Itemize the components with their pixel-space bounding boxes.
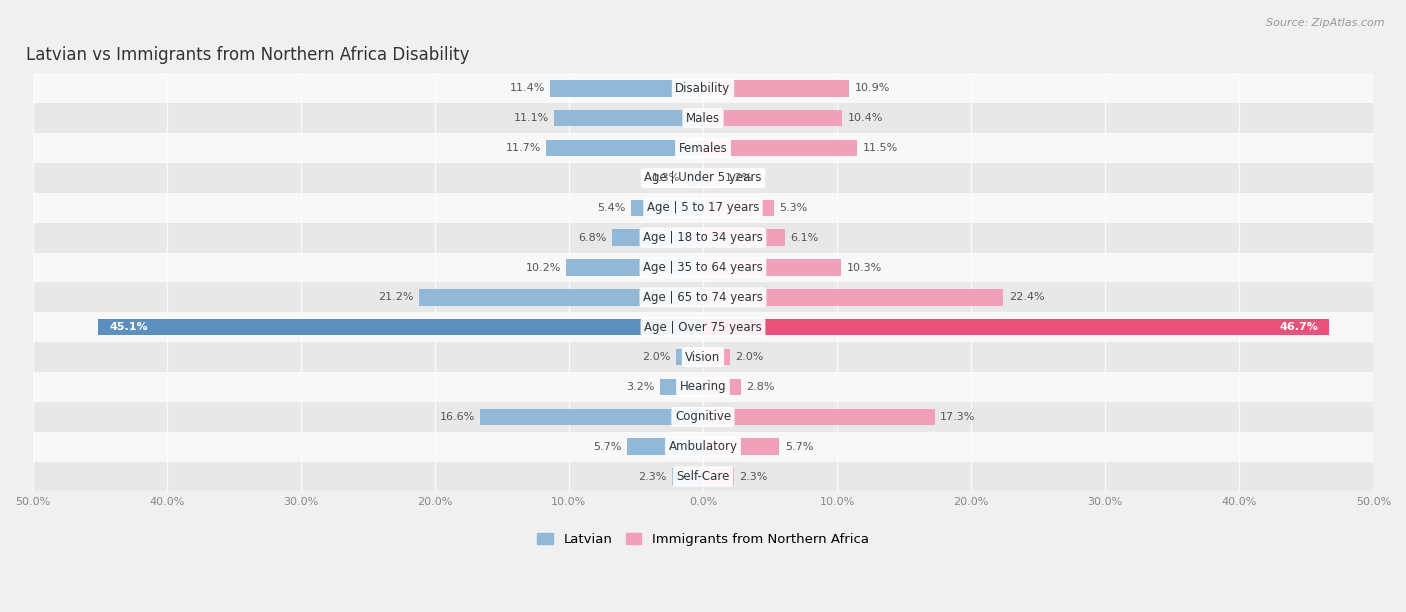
- Text: 5.3%: 5.3%: [779, 203, 807, 213]
- Bar: [32, 103, 1374, 133]
- Bar: [546, 140, 703, 156]
- Text: 6.8%: 6.8%: [578, 233, 606, 243]
- Bar: [554, 110, 703, 127]
- Bar: [32, 223, 1374, 253]
- Text: 46.7%: 46.7%: [1279, 323, 1319, 332]
- Text: Self-Care: Self-Care: [676, 470, 730, 483]
- Bar: [32, 73, 1374, 103]
- Text: 11.4%: 11.4%: [509, 83, 544, 94]
- Text: 17.3%: 17.3%: [941, 412, 976, 422]
- Bar: [32, 253, 1374, 283]
- Bar: [703, 289, 1004, 305]
- Bar: [676, 349, 703, 365]
- Text: 3.2%: 3.2%: [626, 382, 655, 392]
- Bar: [703, 200, 775, 216]
- Bar: [32, 342, 1374, 372]
- Bar: [703, 468, 734, 485]
- Text: Source: ZipAtlas.com: Source: ZipAtlas.com: [1267, 18, 1385, 28]
- Bar: [703, 110, 842, 127]
- Bar: [703, 379, 741, 395]
- Text: 2.3%: 2.3%: [638, 472, 666, 482]
- Bar: [32, 431, 1374, 461]
- Text: 2.0%: 2.0%: [643, 352, 671, 362]
- Text: Males: Males: [686, 112, 720, 125]
- Text: 2.3%: 2.3%: [740, 472, 768, 482]
- Bar: [32, 283, 1374, 312]
- Bar: [32, 312, 1374, 342]
- Bar: [703, 438, 779, 455]
- Text: Latvian vs Immigrants from Northern Africa Disability: Latvian vs Immigrants from Northern Afri…: [25, 46, 470, 64]
- Bar: [98, 319, 703, 335]
- Text: 5.7%: 5.7%: [593, 442, 621, 452]
- Text: 16.6%: 16.6%: [440, 412, 475, 422]
- Bar: [686, 170, 703, 186]
- Text: 10.4%: 10.4%: [848, 113, 883, 123]
- Text: 11.5%: 11.5%: [862, 143, 898, 153]
- Bar: [703, 170, 718, 186]
- Bar: [567, 259, 703, 276]
- Bar: [550, 80, 703, 97]
- Text: 21.2%: 21.2%: [378, 293, 413, 302]
- Text: 10.3%: 10.3%: [846, 263, 882, 272]
- Bar: [703, 80, 849, 97]
- Bar: [32, 402, 1374, 431]
- Bar: [32, 372, 1374, 402]
- Bar: [703, 259, 841, 276]
- Text: 6.1%: 6.1%: [790, 233, 818, 243]
- Text: 2.0%: 2.0%: [735, 352, 763, 362]
- Bar: [703, 140, 858, 156]
- Text: Age | 5 to 17 years: Age | 5 to 17 years: [647, 201, 759, 214]
- Bar: [631, 200, 703, 216]
- Text: 1.3%: 1.3%: [652, 173, 681, 183]
- Bar: [32, 193, 1374, 223]
- Bar: [612, 230, 703, 246]
- Text: Cognitive: Cognitive: [675, 410, 731, 424]
- Bar: [703, 230, 785, 246]
- Text: Ambulatory: Ambulatory: [668, 440, 738, 453]
- Text: 45.1%: 45.1%: [110, 323, 148, 332]
- Legend: Latvian, Immigrants from Northern Africa: Latvian, Immigrants from Northern Africa: [531, 528, 875, 552]
- Text: Age | Under 5 years: Age | Under 5 years: [644, 171, 762, 184]
- Text: Age | 65 to 74 years: Age | 65 to 74 years: [643, 291, 763, 304]
- Text: Hearing: Hearing: [679, 381, 727, 394]
- Text: 11.7%: 11.7%: [505, 143, 541, 153]
- Text: Age | Over 75 years: Age | Over 75 years: [644, 321, 762, 334]
- Text: 5.7%: 5.7%: [785, 442, 813, 452]
- Bar: [32, 163, 1374, 193]
- Bar: [703, 349, 730, 365]
- Bar: [672, 468, 703, 485]
- Bar: [419, 289, 703, 305]
- Text: 1.2%: 1.2%: [724, 173, 752, 183]
- Text: Females: Females: [679, 141, 727, 155]
- Text: 11.1%: 11.1%: [513, 113, 548, 123]
- Text: 5.4%: 5.4%: [598, 203, 626, 213]
- Bar: [481, 409, 703, 425]
- Text: Disability: Disability: [675, 82, 731, 95]
- Bar: [32, 461, 1374, 491]
- Text: Vision: Vision: [685, 351, 721, 364]
- Text: 22.4%: 22.4%: [1008, 293, 1045, 302]
- Bar: [703, 319, 1329, 335]
- Bar: [32, 133, 1374, 163]
- Text: Age | 35 to 64 years: Age | 35 to 64 years: [643, 261, 763, 274]
- Bar: [627, 438, 703, 455]
- Bar: [703, 409, 935, 425]
- Text: 10.9%: 10.9%: [855, 83, 890, 94]
- Text: 10.2%: 10.2%: [526, 263, 561, 272]
- Bar: [659, 379, 703, 395]
- Text: Age | 18 to 34 years: Age | 18 to 34 years: [643, 231, 763, 244]
- Text: 2.8%: 2.8%: [747, 382, 775, 392]
